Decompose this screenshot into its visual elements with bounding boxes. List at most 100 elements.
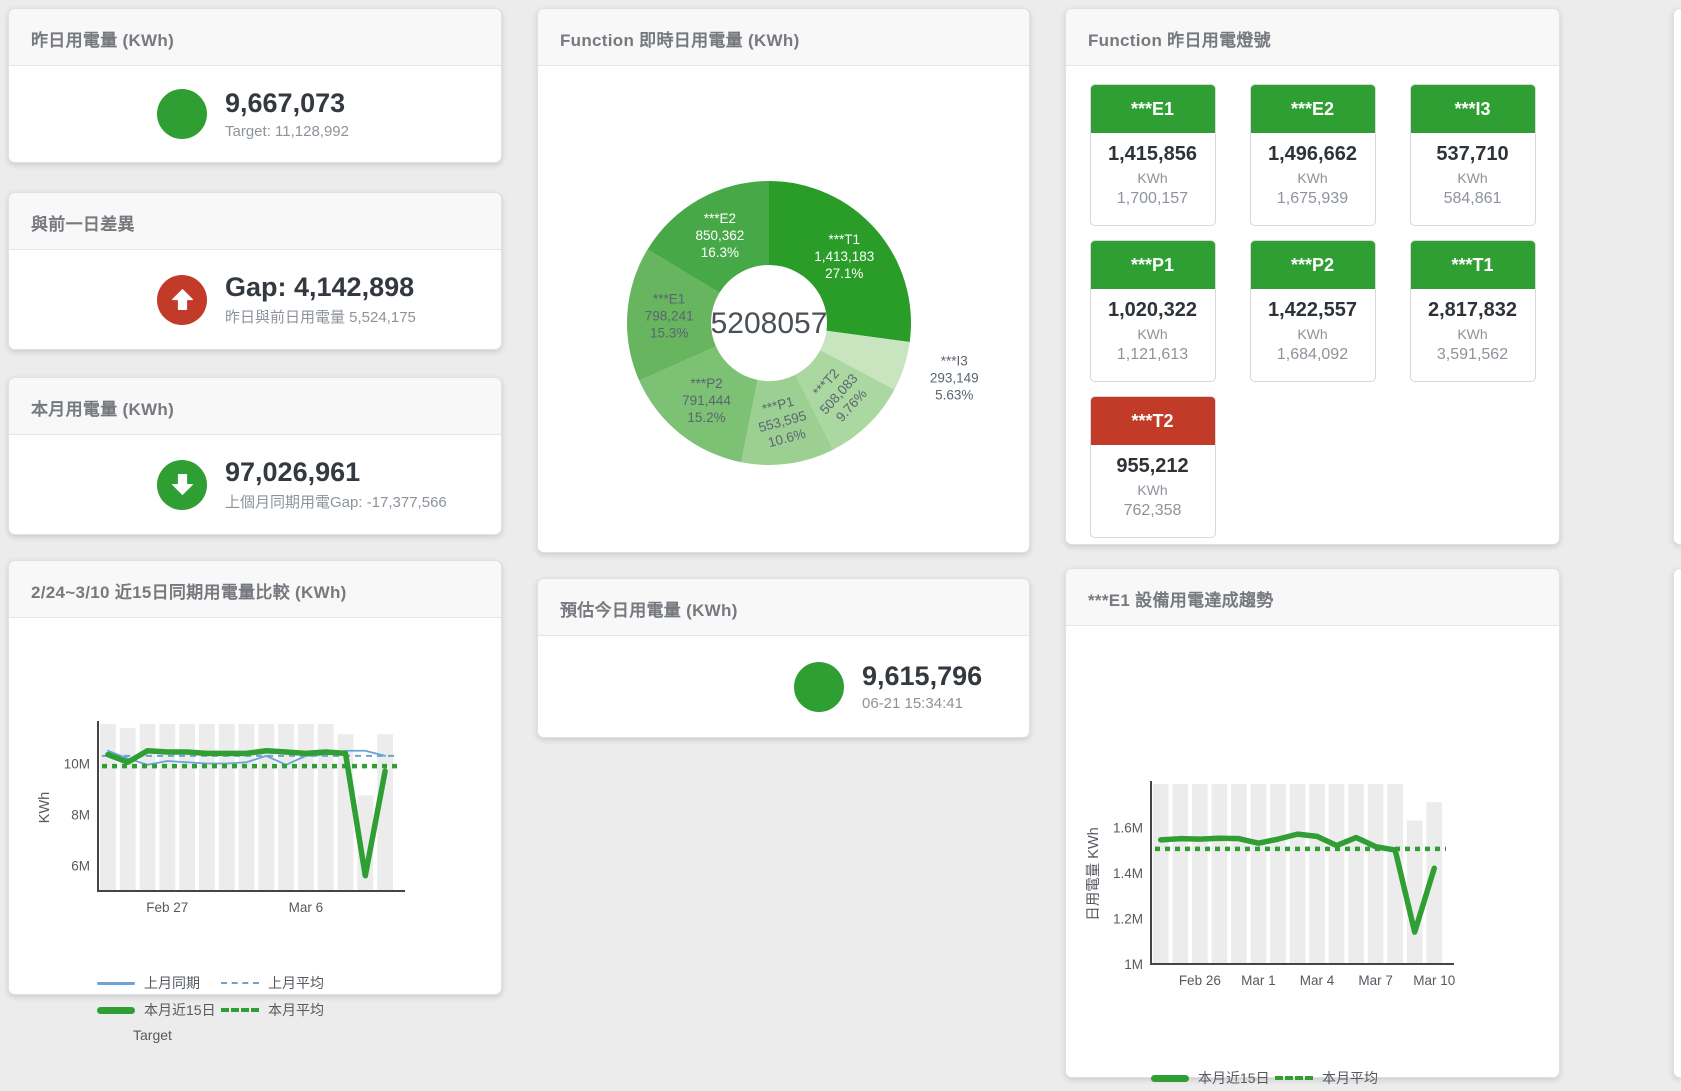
stat-sub-label: 昨日與前日用電量 5,524,175 — [225, 309, 416, 327]
panel-header: 昨日用電量 (KWh) — [9, 9, 501, 66]
e1-trend-line-chart[interactable]: 1M 1.2M 1.4M 1.6M Feb 26 Mar 1 Mar 4 Mar 7 Mar 1… — [1066, 626, 1559, 1066]
tile-target: 762,358 — [1123, 502, 1182, 519]
panel-month-usage: 本月用電量 (KWh) 97,026,961 上個月同期用電Gap: -17,3… — [8, 377, 502, 535]
legend-item-this-month-avg[interactable]: 本月平均 — [221, 1000, 345, 1020]
tile-header: ***E2 — [1250, 85, 1375, 133]
light-tile-e2: ***E2 1,496,662 KWh 1,675,939 — [1249, 84, 1376, 226]
panel-title: 與前一日差異 — [31, 215, 135, 234]
target-box-swatch-icon — [109, 1027, 124, 1043]
tile-target: 1,675,939 — [1276, 190, 1349, 207]
up-arrow-icon — [157, 274, 207, 325]
tile-value: 1,415,856 — [1108, 143, 1197, 165]
cutoff-panel-sliver — [1673, 8, 1681, 545]
panel-header: ***E1 設備用電達成趨勢 — [1066, 569, 1559, 626]
light-tile-p1: ***P1 1,020,322 KWh 1,121,613 — [1089, 240, 1216, 382]
tile-unit: KWh — [1457, 170, 1488, 186]
svg-text:KWh: KWh — [37, 792, 53, 823]
stat-group: 97,026,961 上個月同期用電Gap: -17,377,566 — [157, 435, 501, 534]
svg-text:1.6M: 1.6M — [1113, 820, 1143, 835]
panel-title: 本月用電量 (KWh) — [31, 400, 175, 419]
light-tile-t2: ***T2 955,212 KWh 762,358 — [1089, 396, 1216, 538]
stat-value: 97,026,961 — [225, 456, 361, 487]
tile-target: 1,700,157 — [1116, 190, 1189, 207]
svg-text:1M: 1M — [1124, 957, 1143, 972]
tile-header: ***P2 — [1250, 241, 1375, 289]
status-circle-icon — [157, 89, 207, 139]
tile-value: 537,710 — [1436, 143, 1509, 165]
cutoff-panel-sliver — [1673, 568, 1681, 1078]
panel-header: 2/24~3/10 近15日同期用電量比較 (KWh) — [9, 561, 501, 618]
stat-target-label: Target: 11,128,992 — [225, 122, 349, 140]
light-tile-p2: ***P2 1,422,557 KWh 1,684,092 — [1249, 240, 1376, 382]
tile-target: 1,121,613 — [1116, 346, 1189, 363]
stat-value: Gap: 4,142,898 — [225, 271, 415, 302]
svg-text:Mar 4: Mar 4 — [1300, 973, 1335, 988]
svg-text:6M: 6M — [71, 859, 90, 874]
down-arrow-icon — [157, 459, 207, 510]
legend-item-last-month-avg[interactable]: 上月平均 — [221, 973, 345, 993]
legend-item-last-month[interactable]: 上月同期 — [97, 973, 221, 993]
blue-line-swatch-icon — [97, 981, 135, 985]
tile-header: ***P1 — [1090, 241, 1215, 289]
green-line-swatch-icon — [1151, 1074, 1189, 1082]
tile-value: 1,422,557 — [1268, 299, 1357, 321]
panel-title: 預估今日用電量 (KWh) — [560, 601, 738, 620]
tile-value: 1,496,662 — [1268, 143, 1357, 165]
svg-text:Feb 27: Feb 27 — [146, 900, 188, 915]
green-dotted-swatch-icon — [1275, 1076, 1313, 1080]
comparison-chart-legend: 上月同期 上月平均 本月近15日 本月平均 Target — [97, 973, 345, 1050]
tile-header: ***I3 — [1410, 85, 1535, 133]
panel-estimate-today: 預估今日用電量 (KWh) 9,615,796 06-21 15:34:41 — [537, 578, 1030, 738]
tile-unit: KWh — [1137, 170, 1168, 186]
svg-text:5208057: 5208057 — [711, 307, 828, 340]
svg-text:8M: 8M — [71, 808, 90, 823]
tile-target: 584,861 — [1443, 190, 1502, 207]
panel-header: 本月用電量 (KWh) — [9, 378, 501, 435]
legend-item-this-month[interactable]: 本月近15日 — [1151, 1068, 1275, 1088]
light-tiles-grid: ***E1 1,415,856 KWh 1,700,157 ***E2 1,496,… — [1066, 66, 1559, 556]
tile-header: ***T2 — [1090, 397, 1215, 445]
svg-text:10M: 10M — [64, 757, 90, 772]
panel-header: 與前一日差異 — [9, 193, 501, 250]
stat-timestamp: 06-21 15:34:41 — [862, 695, 963, 713]
light-tile-t1: ***T1 2,817,832 KWh 3,591,562 — [1409, 240, 1536, 382]
panel-title: Function 昨日用電燈號 — [1088, 31, 1271, 50]
tile-header: ***T1 — [1410, 241, 1535, 289]
tile-header: ***E1 — [1090, 85, 1215, 133]
tile-value: 1,020,322 — [1108, 299, 1197, 321]
realtime-usage-donut-chart[interactable]: ***T1 1,413,183 27.1%***I3 293,149 5.63%***T… — [538, 66, 1029, 552]
green-dotted-swatch-icon — [221, 1008, 259, 1012]
light-tile-i3: ***I3 537,710 KWh 584,861 — [1409, 84, 1536, 226]
stat-value: 9,615,796 — [862, 660, 983, 691]
tile-value: 955,212 — [1116, 455, 1189, 477]
tile-unit: KWh — [1137, 326, 1168, 342]
svg-text:1.4M: 1.4M — [1113, 866, 1143, 881]
stat-group: 9,615,796 06-21 15:34:41 — [794, 636, 1029, 737]
svg-text:1.2M: 1.2M — [1113, 911, 1143, 926]
legend-item-this-month[interactable]: 本月近15日 — [97, 1000, 221, 1020]
panel-15day-comparison: 2/24~3/10 近15日同期用電量比較 (KWh) 6M 8M 10M Feb 2… — [8, 560, 502, 1043]
svg-text:Mar 7: Mar 7 — [1358, 973, 1393, 988]
green-line-swatch-icon — [97, 1006, 135, 1014]
tile-unit: KWh — [1297, 170, 1328, 186]
panel-gap-previous-day: 與前一日差異 Gap: 4,142,898 昨日與前日用電量 5,524,175 — [8, 192, 502, 350]
tile-target: 1,684,092 — [1276, 346, 1349, 363]
tile-value: 2,817,832 — [1428, 299, 1517, 321]
panel-yesterday-usage: 昨日用電量 (KWh) 9,667,073 Target: 11,128,992 — [8, 8, 502, 163]
stat-group: 9,667,073 Target: 11,128,992 — [157, 66, 501, 162]
status-circle-icon — [794, 661, 844, 712]
legend-item-this-month-avg[interactable]: 本月平均 — [1275, 1068, 1399, 1088]
tile-unit: KWh — [1297, 326, 1328, 342]
legend-item-target[interactable]: Target — [97, 1027, 221, 1043]
e1-trend-chart-legend: 本月近15日 本月平均 Target — [1151, 1068, 1399, 1091]
panel-title: ***E1 設備用電達成趨勢 — [1088, 591, 1274, 610]
svg-text:日用電量 KWh: 日用電量 KWh — [1086, 827, 1102, 920]
comparison-line-chart[interactable]: 6M 8M 10M Feb 27 Mar 6 KWh — [9, 618, 501, 996]
panel-yesterday-lights: Function 昨日用電燈號 ***E1 1,415,856 KWh 1,700,… — [1065, 8, 1560, 545]
svg-text:Feb 26: Feb 26 — [1179, 973, 1221, 988]
stat-sub-label: 上個月同期用電Gap: -17,377,566 — [225, 494, 447, 512]
